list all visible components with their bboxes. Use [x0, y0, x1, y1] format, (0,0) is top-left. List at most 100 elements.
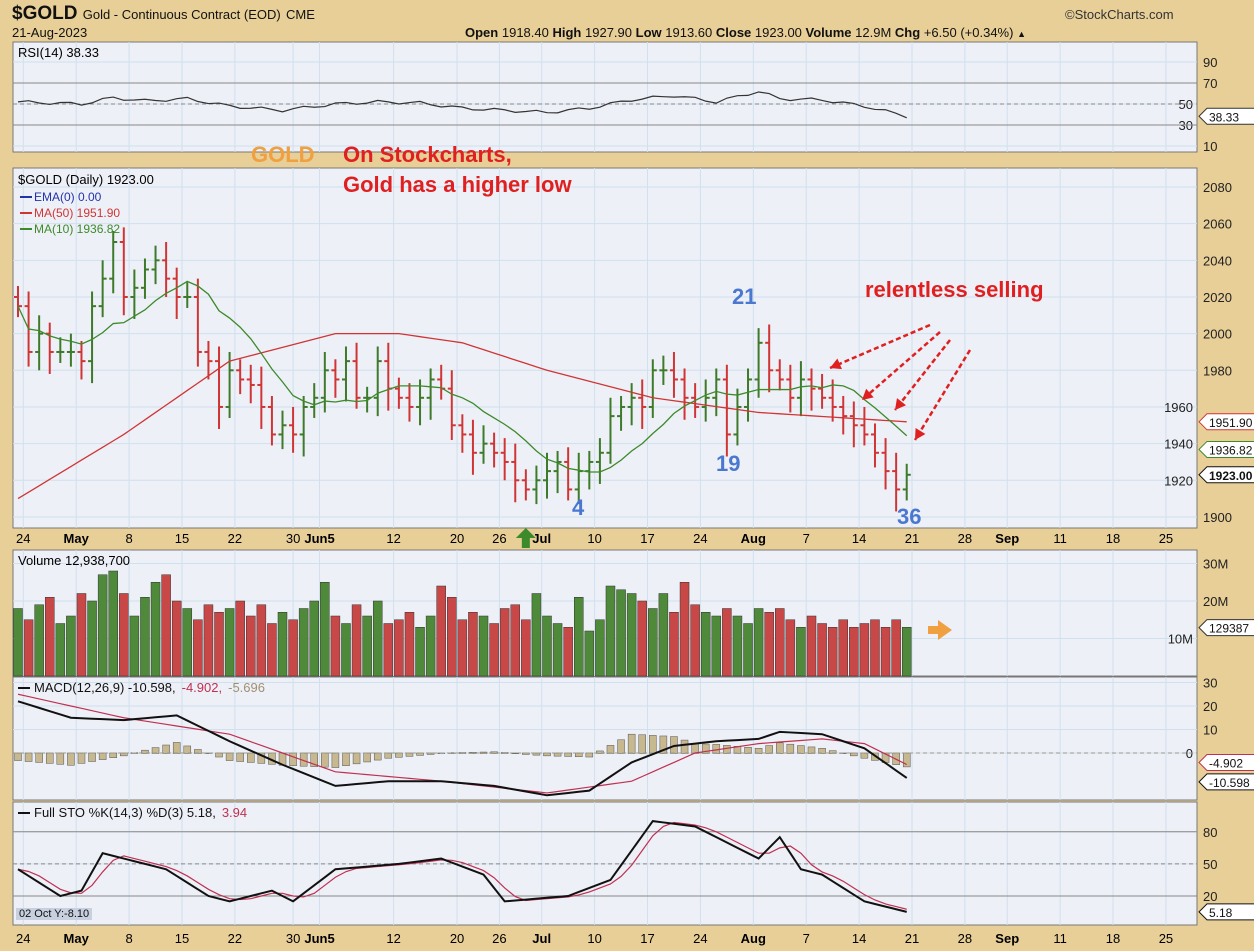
- low-label: Low: [635, 25, 662, 40]
- volume-bar: [161, 574, 171, 677]
- volume-bar: [775, 608, 785, 677]
- ma10-line: [17, 280, 908, 473]
- annotation-arrow: [829, 323, 931, 370]
- x-tick-label: 7: [803, 531, 810, 546]
- macd-histogram-bar: [289, 752, 297, 766]
- volume-bar: [193, 619, 203, 677]
- x-tick-label: Aug: [741, 931, 766, 946]
- rsi-ytick-label: 70: [1203, 76, 1217, 91]
- price-ytick-label: 2000: [1203, 327, 1232, 342]
- macd-histogram-bar: [352, 752, 361, 765]
- price-ytick-label: 1920: [1164, 473, 1193, 488]
- high-value: 1927.90: [585, 25, 632, 40]
- volume-bar: [447, 597, 457, 677]
- volume-bar: [320, 582, 330, 677]
- x-tick-label: 26: [492, 531, 506, 546]
- x-tick-label: 12: [386, 931, 400, 946]
- volume-bar: [891, 619, 901, 677]
- macd-histogram-bar: [860, 752, 869, 759]
- volume-bar: [753, 608, 764, 677]
- macd-histogram-bar: [384, 752, 393, 759]
- volume-bar: [425, 615, 436, 677]
- sto-last-value-tag: [1198, 903, 1254, 921]
- volume-bar: [235, 600, 245, 677]
- macd-histogram-bar: [98, 752, 107, 760]
- volume-bar: [605, 585, 616, 677]
- macd-histogram-bar: [172, 742, 181, 754]
- x-tick-label: 22: [228, 931, 242, 946]
- sto-ytick-label: 80: [1203, 825, 1217, 840]
- volume-bar: [521, 619, 531, 677]
- ma50-last-value: 1951.90: [1209, 416, 1253, 430]
- x-tick-label: Aug: [741, 531, 766, 546]
- macd-signal-value: -4.902,: [182, 680, 222, 695]
- volume-bar: [394, 619, 404, 677]
- brand-logo[interactable]: ©StockCharts.com: [1065, 7, 1174, 22]
- volume-bar: [722, 608, 732, 677]
- volume-bar: [140, 597, 150, 677]
- x-tick-label: Jun5: [304, 531, 334, 546]
- macd-histogram-bar: [141, 749, 149, 754]
- volume-bar: [341, 623, 351, 677]
- x-tick-label: 8: [125, 931, 132, 946]
- open-label: Open: [465, 25, 499, 40]
- macd-histogram-bar: [797, 745, 805, 754]
- volume-bar: [129, 615, 140, 677]
- x-tick-label: 24: [693, 531, 707, 546]
- macd-histogram-bar: [321, 752, 329, 768]
- annotation-21: 21: [732, 284, 757, 309]
- price-ytick-label: 1900: [1203, 510, 1232, 525]
- volume-bar: [171, 600, 182, 677]
- volume-bar: [415, 627, 425, 677]
- rsi-ytick-label: 90: [1203, 55, 1217, 70]
- open-value: 1918.40: [501, 25, 549, 40]
- volume-bar: [214, 612, 224, 677]
- volume-bar: [626, 593, 637, 677]
- volume-bar: [595, 619, 605, 677]
- close-last-value: 1923.00: [1209, 469, 1253, 483]
- x-tick-label: 30: [286, 531, 300, 546]
- macd-signal-last: -4.902: [1209, 757, 1243, 771]
- volume-bar: [531, 593, 542, 677]
- volume-bar: [87, 600, 97, 677]
- macd-signal-last-tag: [1198, 754, 1254, 772]
- volume-bar: [584, 630, 595, 677]
- macd-histogram-bar: [680, 739, 689, 754]
- x-tick-label: 24: [16, 531, 30, 546]
- low-value: 1913.60: [665, 25, 713, 40]
- macd-histogram-bar: [723, 745, 731, 754]
- volume-label: Volume: [805, 25, 852, 40]
- rsi-panel: [12, 41, 1198, 153]
- sto-d-value: 3.94: [222, 805, 247, 820]
- macd-histogram-bar: [638, 734, 646, 754]
- annotation-36: 36: [897, 504, 922, 529]
- x-tick-label: 17: [640, 931, 654, 946]
- price-panel: [12, 167, 1198, 529]
- x-tick-label: 30: [286, 931, 300, 946]
- macd-histogram-bar: [56, 752, 65, 765]
- macd-histogram-bar: [14, 752, 22, 761]
- volume-ytick-label: 10M: [1168, 632, 1193, 647]
- macd-histogram-bar: [215, 752, 223, 758]
- macd-histogram-bar: [691, 743, 699, 754]
- ma10-last-value: 1936.82: [1209, 443, 1253, 457]
- macd-histogram-bar: [342, 752, 350, 766]
- price-ytick-label: 2020: [1203, 290, 1232, 305]
- volume-bar: [849, 627, 859, 677]
- macd-histogram-bar: [236, 752, 244, 762]
- volume-bar: [478, 615, 489, 677]
- volume-bar: [743, 623, 753, 677]
- x-tick-label: 8: [125, 531, 132, 546]
- volume-bar: [383, 623, 394, 677]
- volume-bar: [648, 608, 658, 677]
- x-tick-label: 20: [450, 531, 464, 546]
- volume-bar: [108, 570, 118, 677]
- x-tick-label: 22: [228, 531, 242, 546]
- volume-bar: [827, 627, 838, 677]
- x-tick-label: 18: [1106, 931, 1120, 946]
- volume-bar: [309, 600, 319, 677]
- macd-histogram-bar: [426, 752, 435, 755]
- macd-histogram-bar: [659, 735, 668, 754]
